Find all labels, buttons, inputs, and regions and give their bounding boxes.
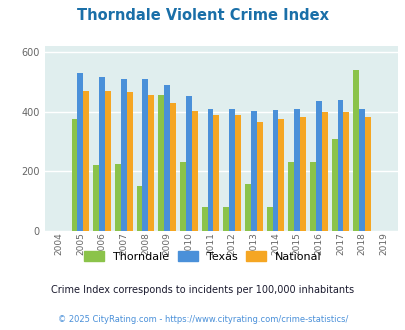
Bar bbox=[191, 111, 197, 231]
Bar bbox=[77, 73, 83, 231]
Bar bbox=[228, 109, 234, 231]
Bar bbox=[294, 109, 299, 231]
Bar bbox=[337, 100, 343, 231]
Bar bbox=[321, 113, 327, 231]
Bar bbox=[170, 103, 175, 231]
Bar bbox=[148, 95, 154, 231]
Bar bbox=[115, 164, 121, 231]
Legend: Thorndale, Texas, National: Thorndale, Texas, National bbox=[81, 248, 324, 265]
Bar bbox=[207, 109, 213, 231]
Bar bbox=[256, 122, 262, 231]
Bar bbox=[278, 119, 284, 231]
Bar bbox=[250, 111, 256, 231]
Bar bbox=[315, 101, 321, 231]
Bar bbox=[126, 92, 132, 231]
Bar bbox=[288, 162, 294, 231]
Bar bbox=[343, 113, 348, 231]
Bar bbox=[272, 110, 278, 231]
Bar bbox=[364, 117, 370, 231]
Bar bbox=[244, 184, 250, 231]
Bar bbox=[213, 115, 219, 231]
Bar bbox=[201, 207, 207, 231]
Bar bbox=[121, 79, 126, 231]
Bar bbox=[266, 207, 272, 231]
Bar bbox=[352, 70, 358, 231]
Bar bbox=[309, 162, 315, 231]
Text: Thorndale Violent Crime Index: Thorndale Violent Crime Index bbox=[77, 8, 328, 23]
Text: © 2025 CityRating.com - https://www.cityrating.com/crime-statistics/: © 2025 CityRating.com - https://www.city… bbox=[58, 315, 347, 324]
Bar bbox=[99, 77, 105, 231]
Bar bbox=[331, 139, 337, 231]
Bar bbox=[93, 165, 99, 231]
Bar bbox=[299, 117, 305, 231]
Text: Crime Index corresponds to incidents per 100,000 inhabitants: Crime Index corresponds to incidents per… bbox=[51, 285, 354, 295]
Bar bbox=[158, 95, 164, 231]
Bar bbox=[234, 115, 240, 231]
Bar bbox=[358, 109, 364, 231]
Bar bbox=[185, 96, 191, 231]
Bar bbox=[71, 119, 77, 231]
Bar bbox=[164, 85, 170, 231]
Bar bbox=[179, 162, 185, 231]
Bar bbox=[105, 91, 111, 231]
Bar bbox=[136, 186, 142, 231]
Bar bbox=[83, 91, 89, 231]
Bar bbox=[223, 207, 228, 231]
Bar bbox=[142, 79, 148, 231]
